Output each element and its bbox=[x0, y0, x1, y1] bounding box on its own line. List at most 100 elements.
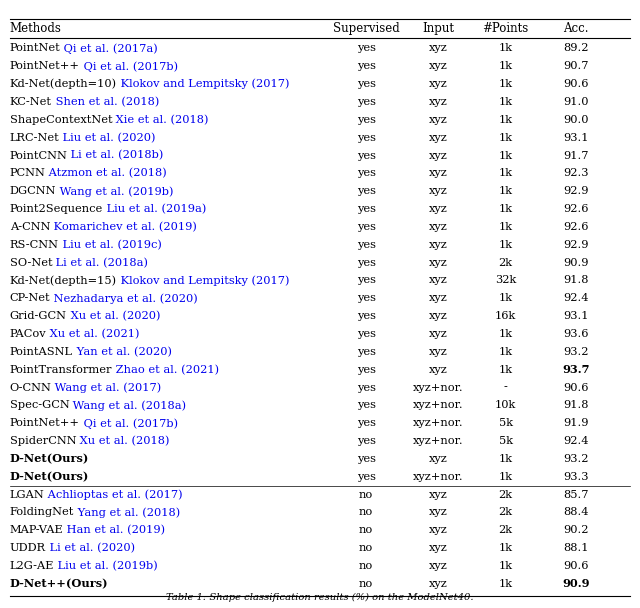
Text: LGAN: LGAN bbox=[10, 489, 44, 500]
Text: xyz: xyz bbox=[429, 293, 448, 303]
Text: yes: yes bbox=[356, 168, 376, 178]
Text: yes: yes bbox=[356, 222, 376, 232]
Text: RS-CNN: RS-CNN bbox=[10, 240, 59, 250]
Text: Han et al. (2019): Han et al. (2019) bbox=[63, 525, 165, 536]
Text: 91.9: 91.9 bbox=[563, 418, 589, 428]
Text: 92.9: 92.9 bbox=[563, 240, 589, 250]
Text: 90.0: 90.0 bbox=[563, 115, 589, 125]
Text: xyz: xyz bbox=[429, 543, 448, 553]
Text: xyz: xyz bbox=[429, 97, 448, 107]
Text: 10k: 10k bbox=[495, 401, 516, 410]
Text: xyz: xyz bbox=[429, 311, 448, 321]
Text: 93.1: 93.1 bbox=[563, 311, 589, 321]
Text: 92.4: 92.4 bbox=[563, 293, 589, 303]
Text: 90.9: 90.9 bbox=[563, 578, 589, 589]
Text: Grid-GCN: Grid-GCN bbox=[10, 311, 67, 321]
Text: 93.1: 93.1 bbox=[563, 133, 589, 143]
Text: Liu et al. (2019a): Liu et al. (2019a) bbox=[103, 204, 206, 214]
Text: D-Net++(Ours): D-Net++(Ours) bbox=[10, 578, 108, 589]
Text: 1k: 1k bbox=[499, 115, 513, 125]
Text: 2k: 2k bbox=[499, 258, 513, 268]
Text: LRC-Net: LRC-Net bbox=[10, 133, 60, 143]
Text: xyz: xyz bbox=[429, 186, 448, 196]
Text: Klokov and Lempitsky (2017): Klokov and Lempitsky (2017) bbox=[116, 79, 289, 89]
Text: -: - bbox=[504, 382, 508, 393]
Text: PointNet++: PointNet++ bbox=[10, 418, 79, 428]
Text: DGCNN: DGCNN bbox=[10, 186, 56, 196]
Text: Liu et al. (2019c): Liu et al. (2019c) bbox=[59, 240, 161, 250]
Text: 5k: 5k bbox=[499, 418, 513, 428]
Text: Zhao et al. (2021): Zhao et al. (2021) bbox=[112, 365, 220, 375]
Text: 90.9: 90.9 bbox=[563, 258, 589, 268]
Text: Qi et al. (2017a): Qi et al. (2017a) bbox=[60, 43, 158, 54]
Text: Wang et al. (2018a): Wang et al. (2018a) bbox=[69, 400, 186, 410]
Text: xyz: xyz bbox=[429, 168, 448, 178]
Text: MAP-VAE: MAP-VAE bbox=[10, 525, 63, 535]
Text: 2k: 2k bbox=[499, 508, 513, 517]
Text: PointTransformer: PointTransformer bbox=[10, 365, 112, 375]
Text: 90.7: 90.7 bbox=[563, 61, 589, 71]
Text: PointNet: PointNet bbox=[10, 43, 60, 54]
Text: 92.3: 92.3 bbox=[563, 168, 589, 178]
Text: 1k: 1k bbox=[499, 222, 513, 232]
Text: Kd-Net(depth=10): Kd-Net(depth=10) bbox=[10, 79, 116, 89]
Text: 1k: 1k bbox=[499, 151, 513, 161]
Text: 93.7: 93.7 bbox=[563, 364, 589, 375]
Text: 1k: 1k bbox=[499, 472, 513, 482]
Text: Xu et al. (2018): Xu et al. (2018) bbox=[76, 436, 170, 446]
Text: Wang et al. (2017): Wang et al. (2017) bbox=[51, 382, 162, 393]
Text: xyz: xyz bbox=[429, 79, 448, 89]
Text: yes: yes bbox=[356, 382, 376, 393]
Text: O-CNN: O-CNN bbox=[10, 382, 51, 393]
Text: no: no bbox=[359, 579, 373, 589]
Text: 93.2: 93.2 bbox=[563, 347, 589, 357]
Text: 1k: 1k bbox=[499, 168, 513, 178]
Text: 91.0: 91.0 bbox=[563, 97, 589, 107]
Text: Table 1: Shape classification results (%) on the ModelNet40.: Table 1: Shape classification results (%… bbox=[166, 593, 474, 602]
Text: 90.6: 90.6 bbox=[563, 79, 589, 89]
Text: Liu et al. (2020): Liu et al. (2020) bbox=[60, 133, 156, 143]
Text: SO-Net: SO-Net bbox=[10, 258, 52, 268]
Text: xyz: xyz bbox=[429, 133, 448, 143]
Text: xyz+nor.: xyz+nor. bbox=[413, 472, 464, 482]
Text: yes: yes bbox=[356, 61, 376, 71]
Text: yes: yes bbox=[356, 401, 376, 410]
Text: #Points: #Points bbox=[483, 22, 529, 35]
Text: 93.3: 93.3 bbox=[563, 472, 589, 482]
Text: 1k: 1k bbox=[499, 454, 513, 464]
Text: 91.7: 91.7 bbox=[563, 151, 589, 161]
Text: KC-Net: KC-Net bbox=[10, 97, 52, 107]
Text: 88.4: 88.4 bbox=[563, 508, 589, 517]
Text: xyz: xyz bbox=[429, 365, 448, 375]
Text: Acc.: Acc. bbox=[563, 22, 589, 35]
Text: xyz: xyz bbox=[429, 579, 448, 589]
Text: 1k: 1k bbox=[499, 365, 513, 375]
Text: xyz: xyz bbox=[429, 561, 448, 571]
Text: xyz: xyz bbox=[429, 258, 448, 268]
Text: 88.1: 88.1 bbox=[563, 543, 589, 553]
Text: Xie et al. (2018): Xie et al. (2018) bbox=[112, 115, 209, 125]
Text: Liu et al. (2019b): Liu et al. (2019b) bbox=[54, 561, 157, 571]
Text: 85.7: 85.7 bbox=[563, 489, 589, 500]
Text: 92.6: 92.6 bbox=[563, 222, 589, 232]
Text: 93.6: 93.6 bbox=[563, 329, 589, 339]
Text: 1k: 1k bbox=[499, 133, 513, 143]
Text: D-Net(Ours): D-Net(Ours) bbox=[10, 454, 89, 465]
Text: xyz: xyz bbox=[429, 204, 448, 214]
Text: xyz: xyz bbox=[429, 240, 448, 250]
Text: Supervised: Supervised bbox=[333, 22, 399, 35]
Text: yes: yes bbox=[356, 293, 376, 303]
Text: 90.2: 90.2 bbox=[563, 525, 589, 535]
Text: SpiderCNN: SpiderCNN bbox=[10, 436, 76, 446]
Text: yes: yes bbox=[356, 151, 376, 161]
Text: UDDR: UDDR bbox=[10, 543, 45, 553]
Text: 93.2: 93.2 bbox=[563, 454, 589, 464]
Text: 1k: 1k bbox=[499, 79, 513, 89]
Text: xyz: xyz bbox=[429, 508, 448, 517]
Text: no: no bbox=[359, 561, 373, 571]
Text: xyz: xyz bbox=[429, 489, 448, 500]
Text: xyz: xyz bbox=[429, 151, 448, 161]
Text: 1k: 1k bbox=[499, 561, 513, 571]
Text: no: no bbox=[359, 525, 373, 535]
Text: no: no bbox=[359, 508, 373, 517]
